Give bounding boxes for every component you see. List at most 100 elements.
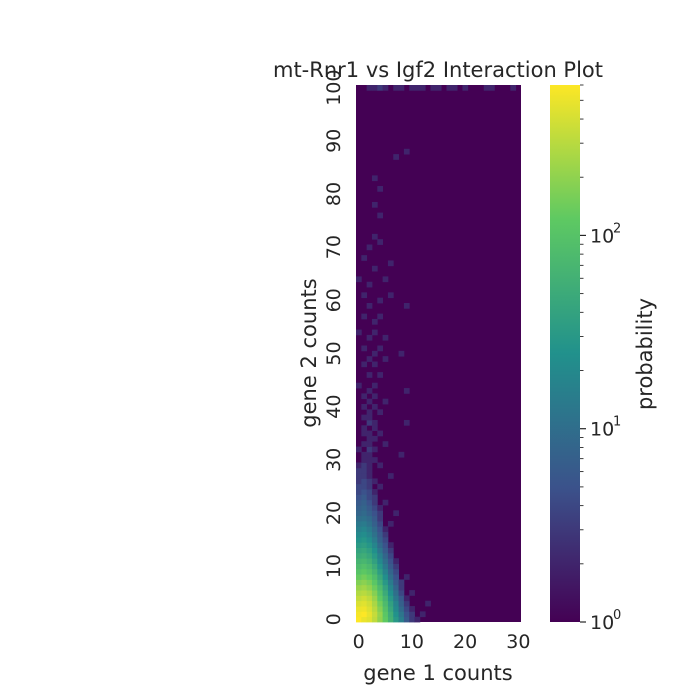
heatmap-cell [382,600,389,607]
heatmap-cell [366,356,373,362]
heatmap-cell [382,542,389,548]
heatmap-cell [387,260,394,267]
heatmap-cell [409,590,415,596]
heatmap-cell [419,85,426,91]
heatmap-cell [361,494,368,501]
colorbar [550,85,580,622]
heatmap-cell [361,563,368,570]
heatmap-cell [366,302,373,309]
heatmap-cell [398,579,405,586]
y-tick-label: 60 [323,288,345,312]
y-tick-label: 100 [323,70,345,106]
heatmap-cell [356,478,362,485]
heatmap-cell [377,483,384,490]
heatmap-cell [366,574,373,580]
heatmap-cell [382,579,389,586]
heatmap-cell [356,584,362,591]
heatmap-cell [356,531,362,538]
heatmap-cell [366,542,373,548]
heatmap-cell [366,489,373,495]
heatmap-cell [356,462,362,469]
heatmap-cell [366,563,373,570]
x-tick-label: 20 [453,631,477,653]
heatmap-cell [371,382,378,389]
heatmap-cell [510,85,517,91]
heatmap-cell [382,531,389,538]
heatmap-cell [387,558,394,564]
colorbar-tick-label: 10 [590,225,614,247]
heatmap-cell [366,451,373,458]
heatmap-cell [393,606,399,612]
heatmap-cell [387,584,394,591]
heatmap-cell [361,600,368,607]
heatmap-cell [356,446,362,453]
heatmap-cell [387,563,394,570]
heatmap-cell [366,505,373,511]
heatmap-cell [435,85,442,91]
y-tick-label: 70 [323,235,345,259]
heatmap-cell [387,611,394,618]
heatmap-cell [366,547,373,554]
heatmap-cell [403,606,410,612]
heatmap-cell [371,526,378,533]
heatmap-cell [356,526,362,533]
heatmap-cell [382,398,389,405]
heatmap-cell [489,85,495,91]
heatmap-cell [371,265,378,272]
heatmap-cell [377,212,384,219]
y-tick-label: 40 [323,395,345,419]
heatmap-cell [377,531,384,538]
heatmap-cell [371,515,378,522]
heatmap-cell [361,579,368,586]
heatmap-cell [382,611,389,618]
heatmap-cell [371,404,378,410]
heatmap-cell [366,85,373,91]
heatmap-cell [377,552,384,559]
heatmap-cell [356,515,362,522]
y-axis-label: gene 2 counts [297,278,321,427]
heatmap-cell [377,568,384,575]
heatmap-cell [366,552,373,559]
heatmap-cell [387,606,394,612]
heatmap-cell [393,574,399,580]
heatmap-cell [483,85,490,91]
y-tick-label: 0 [323,613,345,625]
heatmap-cell [366,531,373,538]
heatmap-cell [366,409,373,416]
heatmap-cell [387,579,394,586]
heatmap-cell [382,547,389,554]
heatmap-cell [371,574,378,580]
heatmap-cell [361,584,368,591]
heatmap-cell [387,292,394,299]
heatmap-cell [366,430,373,437]
heatmap-cell [356,483,362,490]
heatmap-cell [377,526,384,533]
heatmap-cell [371,510,378,517]
heatmap-cell [403,148,410,155]
heatmap-cell [371,329,378,336]
heatmap-cell [366,611,373,618]
heatmap-cell [414,616,421,623]
heatmap-cell [382,499,389,506]
heatmap-cell [366,419,373,426]
heatmap-cell [382,558,389,564]
heatmap-cell [403,419,410,426]
colorbar-tick-exponent: 0 [613,608,621,623]
heatmap-cell [382,568,389,575]
heatmap-cell [387,547,394,554]
heatmap-cell [377,590,384,596]
heatmap-cell [382,526,389,533]
heatmap-cell [356,568,362,575]
heatmap-cell [361,425,368,431]
heatmap-cell [398,350,405,357]
heatmap-cell [387,473,394,479]
heatmap-cell [356,542,362,548]
heatmap-cell [361,552,368,559]
heatmap-cell [382,616,389,623]
heatmap-cells [356,85,521,623]
heatmap-cell [361,616,368,623]
heatmap-cell [393,154,399,160]
heatmap-cell [387,542,394,548]
heatmap-cell [403,595,410,602]
